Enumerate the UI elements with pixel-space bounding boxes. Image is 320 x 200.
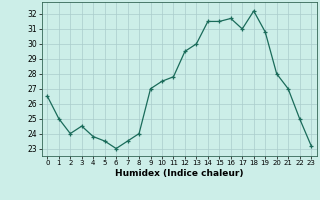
X-axis label: Humidex (Indice chaleur): Humidex (Indice chaleur) bbox=[115, 169, 244, 178]
